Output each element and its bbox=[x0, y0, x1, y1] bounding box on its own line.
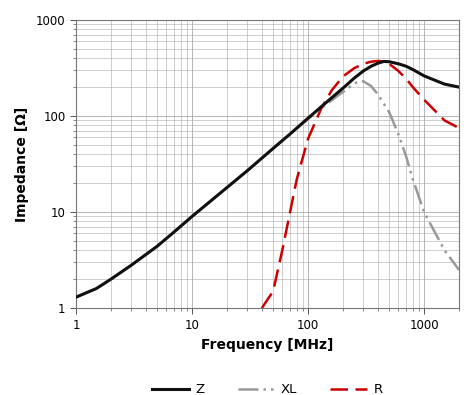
XL bbox=[287, 132, 293, 136]
R bbox=[368, 59, 374, 64]
Z bbox=[189, 214, 195, 219]
R bbox=[395, 69, 401, 73]
Z bbox=[386, 59, 392, 64]
XL bbox=[210, 197, 215, 202]
XL bbox=[73, 295, 79, 299]
XL bbox=[128, 263, 134, 267]
Z bbox=[403, 64, 409, 69]
XL bbox=[375, 92, 381, 97]
Z bbox=[270, 146, 276, 151]
Z bbox=[410, 67, 416, 72]
XL bbox=[421, 210, 427, 214]
XL bbox=[270, 146, 276, 151]
Z bbox=[224, 185, 230, 190]
Line: R: R bbox=[262, 61, 459, 308]
Z bbox=[442, 82, 447, 87]
R bbox=[381, 59, 387, 64]
Z bbox=[340, 86, 346, 90]
Z bbox=[368, 64, 374, 69]
R bbox=[280, 248, 285, 253]
XL bbox=[357, 79, 363, 83]
Line: XL: XL bbox=[76, 81, 459, 297]
Z bbox=[171, 229, 177, 234]
Z bbox=[245, 168, 250, 173]
R bbox=[305, 136, 311, 141]
R bbox=[319, 106, 324, 111]
Z bbox=[73, 295, 79, 299]
XL bbox=[386, 110, 392, 115]
Z bbox=[361, 69, 366, 73]
Z bbox=[210, 197, 215, 202]
XL bbox=[154, 244, 160, 249]
R bbox=[294, 177, 300, 182]
XL bbox=[395, 132, 401, 136]
XL bbox=[189, 214, 195, 219]
XL bbox=[108, 277, 114, 282]
R bbox=[351, 66, 357, 71]
Z bbox=[456, 85, 462, 90]
XL bbox=[245, 168, 250, 173]
XL bbox=[351, 81, 357, 86]
R bbox=[287, 210, 293, 214]
Z bbox=[351, 76, 357, 81]
R bbox=[340, 74, 346, 79]
R bbox=[375, 58, 381, 63]
R bbox=[421, 97, 427, 102]
Z bbox=[287, 132, 293, 136]
XL bbox=[361, 79, 366, 84]
Z bbox=[108, 277, 114, 282]
R bbox=[410, 85, 416, 90]
Z bbox=[154, 244, 160, 249]
Z bbox=[375, 61, 381, 66]
XL bbox=[410, 177, 416, 182]
Z bbox=[326, 98, 331, 103]
XL bbox=[456, 267, 462, 272]
XL bbox=[340, 90, 346, 94]
XL bbox=[224, 185, 230, 190]
Line: Z: Z bbox=[76, 62, 459, 297]
R bbox=[442, 118, 447, 123]
R bbox=[386, 61, 392, 66]
Y-axis label: Impedance [Ω]: Impedance [Ω] bbox=[15, 106, 29, 222]
XL bbox=[93, 286, 99, 291]
Z bbox=[93, 286, 99, 291]
XL bbox=[442, 248, 447, 253]
R bbox=[361, 61, 366, 66]
Z bbox=[381, 59, 387, 64]
Z bbox=[128, 263, 134, 267]
R bbox=[403, 76, 409, 81]
Z bbox=[305, 116, 311, 120]
XL bbox=[171, 229, 177, 234]
R bbox=[259, 306, 264, 310]
Legend: Z, XL, R: Z, XL, R bbox=[146, 378, 388, 395]
X-axis label: Frequency [MHz]: Frequency [MHz] bbox=[201, 339, 334, 352]
Z bbox=[421, 73, 427, 78]
XL bbox=[305, 117, 311, 121]
XL bbox=[326, 100, 331, 105]
Z bbox=[395, 61, 401, 66]
XL bbox=[368, 84, 374, 88]
R bbox=[270, 289, 276, 293]
R bbox=[329, 88, 335, 93]
R bbox=[456, 126, 462, 130]
XL bbox=[403, 154, 409, 159]
